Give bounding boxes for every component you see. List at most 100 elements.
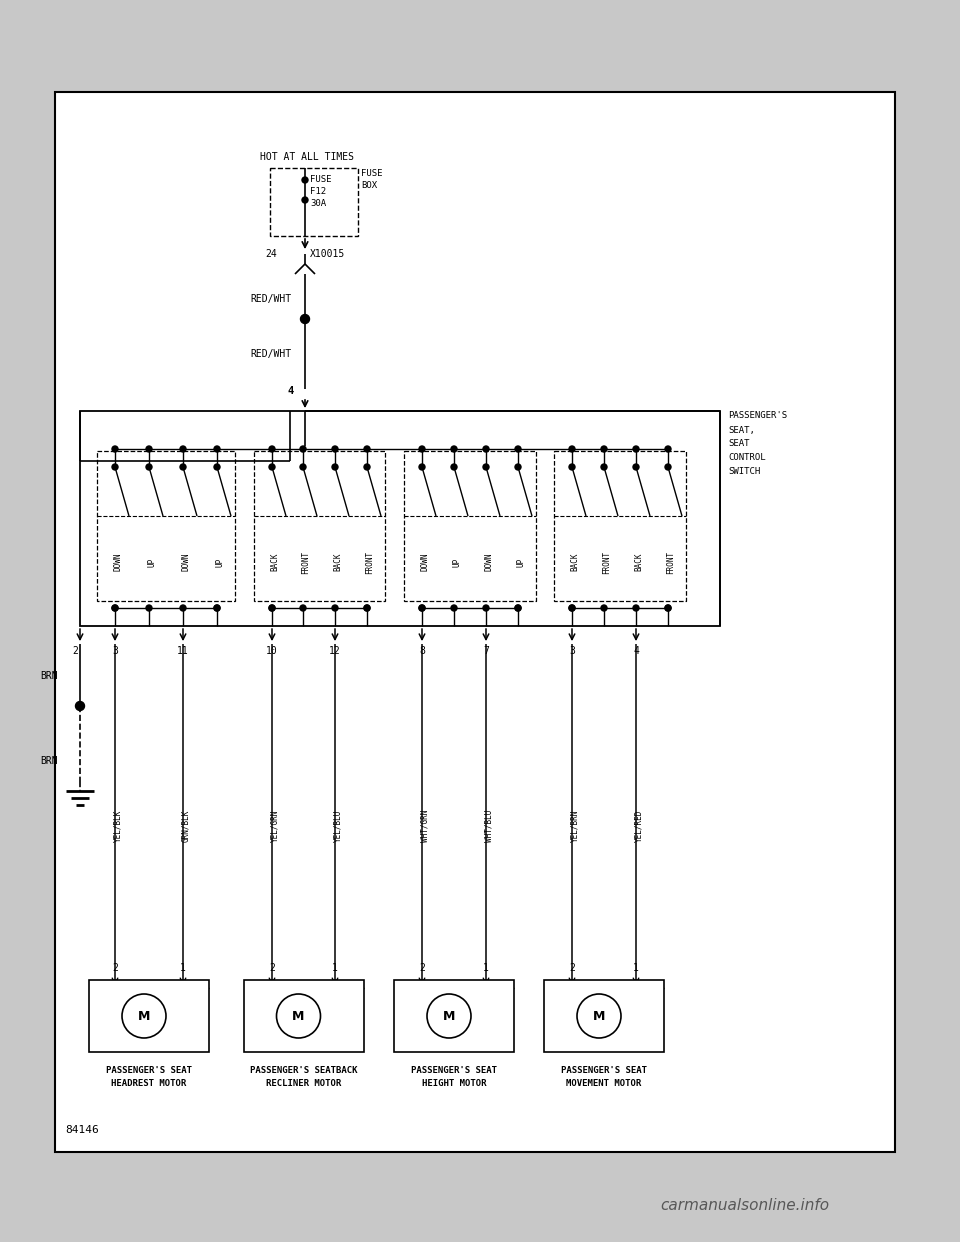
Text: UP: UP xyxy=(148,558,156,566)
Text: BACK: BACK xyxy=(635,553,643,571)
Circle shape xyxy=(451,605,457,611)
Text: 2: 2 xyxy=(269,963,275,972)
Circle shape xyxy=(419,465,425,469)
Circle shape xyxy=(515,465,521,469)
Bar xyxy=(97,451,235,601)
Text: PASSENGER'S SEAT: PASSENGER'S SEAT xyxy=(561,1066,647,1076)
Text: SEAT,: SEAT, xyxy=(728,426,755,435)
Circle shape xyxy=(569,465,575,469)
Bar xyxy=(404,451,536,601)
Text: RED/WHT: RED/WHT xyxy=(250,294,291,304)
Circle shape xyxy=(146,446,152,452)
Circle shape xyxy=(302,178,308,183)
Circle shape xyxy=(214,605,220,611)
Circle shape xyxy=(419,446,425,452)
Text: 84146: 84146 xyxy=(65,1125,99,1135)
Text: 30A: 30A xyxy=(310,200,326,209)
Circle shape xyxy=(483,446,489,452)
Circle shape xyxy=(364,465,370,469)
Text: DOWN: DOWN xyxy=(420,553,429,571)
Circle shape xyxy=(122,994,166,1038)
Text: 2: 2 xyxy=(112,963,118,972)
Text: YEL/BLK: YEL/BLK xyxy=(113,810,123,842)
Text: 1: 1 xyxy=(633,963,639,972)
Text: UP: UP xyxy=(452,558,462,566)
Text: HEIGHT MOTOR: HEIGHT MOTOR xyxy=(421,1079,487,1088)
Text: WHT/BLU: WHT/BLU xyxy=(485,810,493,842)
Circle shape xyxy=(419,605,425,611)
Text: carmanualsonline.info: carmanualsonline.info xyxy=(660,1197,829,1212)
Text: GRN/BLK: GRN/BLK xyxy=(181,810,190,842)
Circle shape xyxy=(364,605,370,611)
Bar xyxy=(544,980,664,1052)
Circle shape xyxy=(419,605,425,611)
Text: 12: 12 xyxy=(329,646,341,656)
Circle shape xyxy=(633,605,639,611)
Text: BACK: BACK xyxy=(570,553,580,571)
Text: FUSE: FUSE xyxy=(310,175,331,185)
Circle shape xyxy=(300,314,309,323)
Text: 2: 2 xyxy=(72,646,78,656)
Text: 2: 2 xyxy=(420,963,425,972)
Circle shape xyxy=(146,465,152,469)
Circle shape xyxy=(601,465,607,469)
Text: 11: 11 xyxy=(178,646,189,656)
Bar xyxy=(270,168,358,236)
Text: 1: 1 xyxy=(332,963,338,972)
Bar xyxy=(554,451,686,601)
Circle shape xyxy=(364,605,370,611)
Circle shape xyxy=(269,446,275,452)
Text: UP: UP xyxy=(516,558,525,566)
Text: FRONT: FRONT xyxy=(366,550,374,574)
Circle shape xyxy=(633,465,639,469)
Text: YEL/BRN: YEL/BRN xyxy=(570,810,580,842)
Text: BRN: BRN xyxy=(40,671,58,681)
Text: UP: UP xyxy=(215,558,225,566)
Text: 8: 8 xyxy=(420,646,425,656)
Circle shape xyxy=(112,446,118,452)
Circle shape xyxy=(302,197,308,202)
Circle shape xyxy=(515,446,521,452)
Circle shape xyxy=(601,446,607,452)
Circle shape xyxy=(269,605,275,611)
Text: PASSENGER'S SEAT: PASSENGER'S SEAT xyxy=(411,1066,497,1076)
Circle shape xyxy=(633,446,639,452)
Text: 1: 1 xyxy=(180,963,186,972)
Circle shape xyxy=(665,446,671,452)
Circle shape xyxy=(214,465,220,469)
Circle shape xyxy=(180,605,186,611)
Bar xyxy=(80,411,720,626)
Circle shape xyxy=(112,465,118,469)
Circle shape xyxy=(276,994,321,1038)
Circle shape xyxy=(214,446,220,452)
Circle shape xyxy=(569,605,575,611)
Text: HOT AT ALL TIMES: HOT AT ALL TIMES xyxy=(260,152,354,161)
Text: M: M xyxy=(593,1010,605,1022)
Text: M: M xyxy=(138,1010,150,1022)
Text: BACK: BACK xyxy=(333,553,343,571)
Circle shape xyxy=(332,605,338,611)
Circle shape xyxy=(300,605,306,611)
Text: FRONT: FRONT xyxy=(603,550,612,574)
Text: MOVEMENT MOTOR: MOVEMENT MOTOR xyxy=(566,1079,641,1088)
Text: 4: 4 xyxy=(287,386,293,396)
Text: 7: 7 xyxy=(483,646,489,656)
Circle shape xyxy=(569,605,575,611)
Text: 3: 3 xyxy=(112,646,118,656)
Text: F12: F12 xyxy=(310,188,326,196)
Circle shape xyxy=(214,605,220,611)
Text: PASSENGER'S SEATBACK: PASSENGER'S SEATBACK xyxy=(250,1066,357,1076)
Bar xyxy=(394,980,514,1052)
Text: SWITCH: SWITCH xyxy=(728,467,760,477)
Circle shape xyxy=(665,605,671,611)
Circle shape xyxy=(112,605,118,611)
Circle shape xyxy=(483,465,489,469)
Circle shape xyxy=(332,446,338,452)
Circle shape xyxy=(300,446,306,452)
Text: DOWN: DOWN xyxy=(181,553,190,571)
Circle shape xyxy=(300,465,306,469)
Circle shape xyxy=(180,446,186,452)
Circle shape xyxy=(601,605,607,611)
Bar xyxy=(244,980,364,1052)
Text: FRONT: FRONT xyxy=(666,550,676,574)
